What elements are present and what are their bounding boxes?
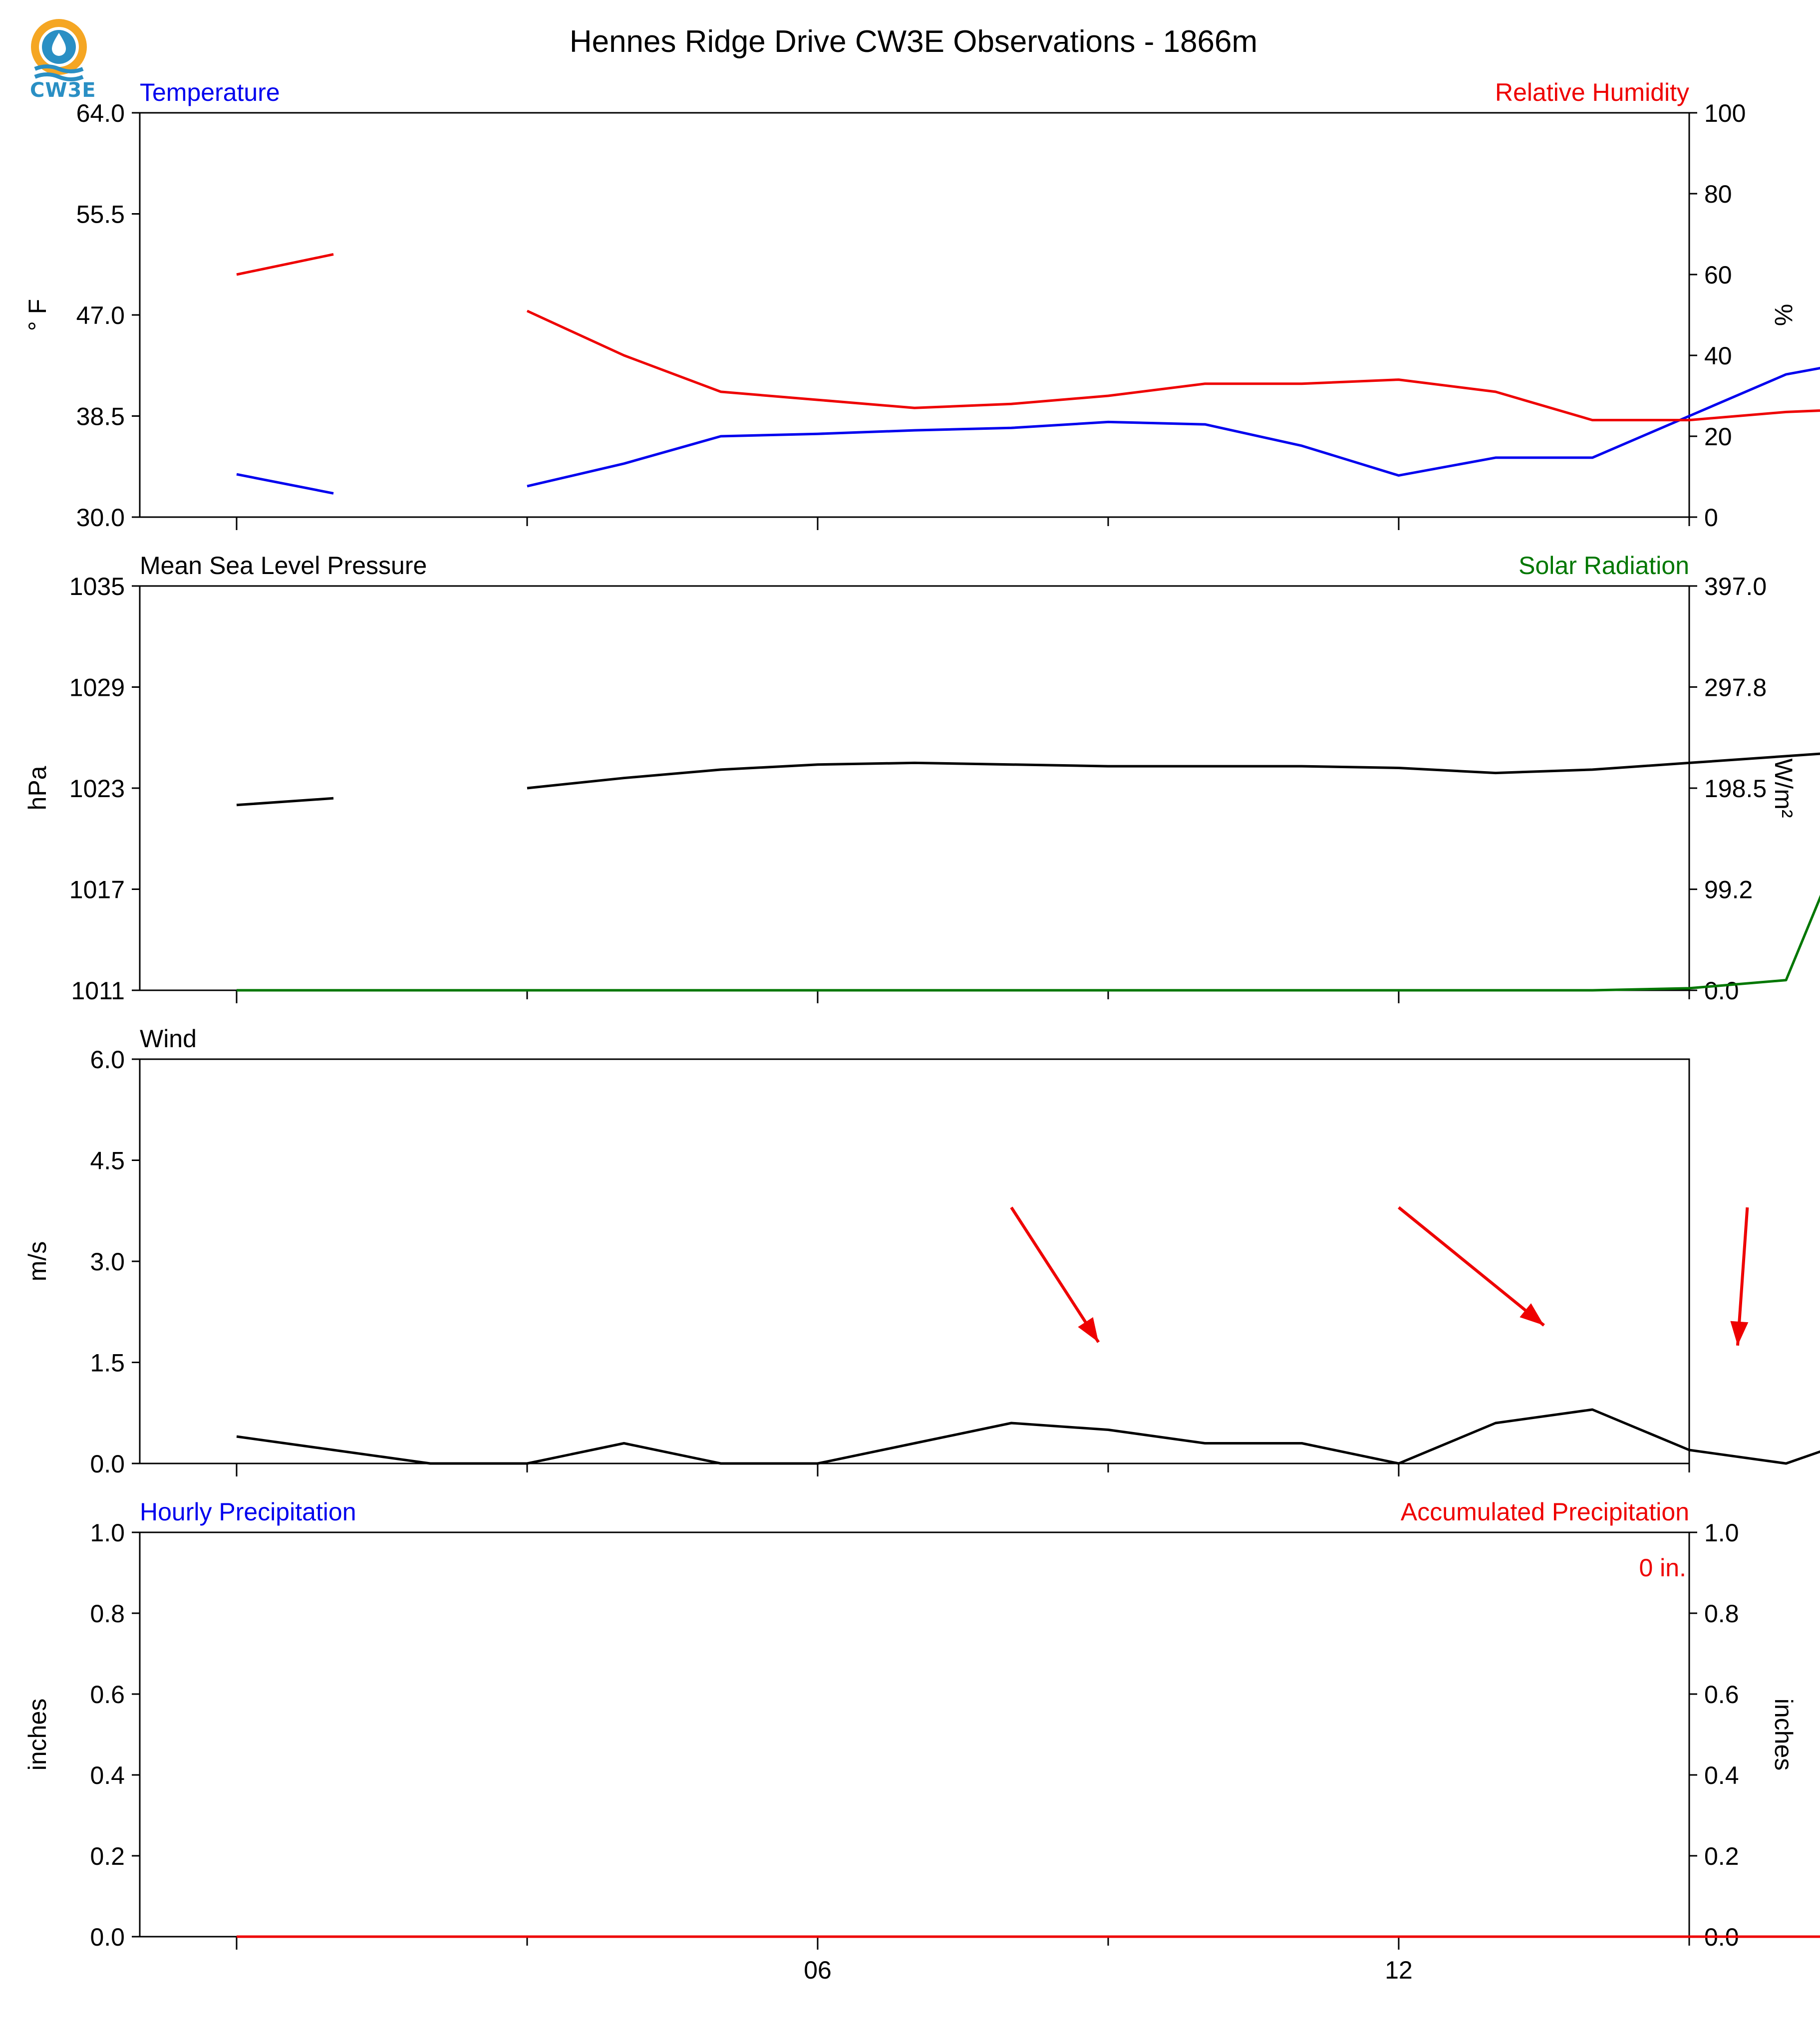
right-tick-label: 0.0 bbox=[1704, 977, 1739, 1005]
right-tick-label: 0.6 bbox=[1704, 1681, 1739, 1709]
right-series-label: Relative Humidity bbox=[1495, 78, 1689, 106]
accumulated-total-label: 0 in. bbox=[1639, 1554, 1686, 1582]
y-axis-label-left: hPa bbox=[23, 766, 51, 810]
wind-arrow-head bbox=[1078, 1317, 1099, 1342]
y-axis-label-left: inches bbox=[23, 1699, 51, 1771]
right-tick-label: 20 bbox=[1704, 423, 1732, 451]
right-tick-label: 0.4 bbox=[1704, 1761, 1739, 1789]
right-tick-label: 40 bbox=[1704, 342, 1732, 370]
x-tick-label: 06 bbox=[804, 1956, 832, 1984]
left-tick-label: 1011 bbox=[71, 977, 125, 1005]
x-tick-label: 12 bbox=[1385, 1956, 1413, 1984]
precipitation-frame bbox=[139, 1531, 1690, 1938]
wind-arrow-shaft bbox=[1398, 1206, 1545, 1327]
right-series-label: Accumulated Precipitation bbox=[1401, 1498, 1689, 1526]
right-tick-label: 397.0 bbox=[1704, 573, 1767, 600]
left-tick-label: 64.0 bbox=[76, 99, 125, 127]
left-tick-label: 0.8 bbox=[90, 1600, 125, 1628]
left-tick-label: 0.2 bbox=[90, 1842, 125, 1870]
left-tick-label: 0.0 bbox=[90, 1923, 125, 1951]
pressure-solar-series-1 bbox=[237, 894, 1820, 992]
right-tick-label: 198.5 bbox=[1704, 775, 1767, 803]
right-series-label: Solar Radiation bbox=[1518, 552, 1689, 579]
wind-speed-line bbox=[236, 1408, 1820, 1465]
y-axis-label-left: m/s bbox=[23, 1241, 51, 1282]
left-tick-label: 30.0 bbox=[76, 504, 125, 532]
panels: Temperature Relative Humidity 30.0 38.5 47.0… bbox=[23, 78, 1820, 1984]
right-tick-label: 0.2 bbox=[1704, 1842, 1739, 1870]
right-tick-label: 99.2 bbox=[1704, 876, 1753, 904]
left-tick-label: 0.6 bbox=[90, 1681, 125, 1709]
left-tick-label: 1.0 bbox=[90, 1519, 125, 1547]
right-tick-label: 60 bbox=[1704, 261, 1732, 289]
left-tick-label: 1.5 bbox=[90, 1349, 125, 1377]
wind-arrow-head bbox=[1730, 1321, 1749, 1346]
figure-title: Hennes Ridge Drive CW3E Observations - 1… bbox=[570, 24, 1257, 59]
temperature-humidity-frame bbox=[139, 112, 1690, 518]
left-tick-label: 38.5 bbox=[76, 403, 125, 431]
pressure-solar-frame bbox=[139, 585, 1690, 991]
left-tick-label: 47.0 bbox=[76, 301, 125, 329]
logo-text: CW3E bbox=[30, 79, 96, 102]
left-series-label: Temperature bbox=[140, 78, 280, 106]
left-tick-label: 6.0 bbox=[90, 1046, 125, 1074]
wind-arrows bbox=[1010, 1206, 1749, 1346]
left-series-label: Mean Sea Level Pressure bbox=[140, 552, 427, 579]
left-tick-label: 0.4 bbox=[90, 1761, 125, 1789]
left-tick-label: 0.0 bbox=[90, 1450, 125, 1478]
right-tick-label: 297.8 bbox=[1704, 673, 1767, 701]
left-tick-label: 1029 bbox=[69, 674, 125, 702]
left-tick-label: 55.5 bbox=[76, 201, 125, 229]
right-tick-label: 100 bbox=[1704, 99, 1746, 127]
wind-arrow-shaft bbox=[1010, 1206, 1100, 1343]
left-tick-label: 1035 bbox=[69, 573, 125, 600]
y-axis-label-left: ° F bbox=[23, 299, 51, 331]
left-tick-label: 1023 bbox=[69, 775, 125, 803]
left-tick-label: 1017 bbox=[69, 876, 125, 904]
y-axis-label-right: % bbox=[1770, 304, 1798, 326]
wind-arrow-head bbox=[1519, 1303, 1544, 1326]
y-axis-label-right: W/m² bbox=[1770, 758, 1798, 818]
left-series-label: Wind bbox=[140, 1025, 197, 1053]
temperature-humidity-series-1 bbox=[236, 253, 1820, 422]
left-series-label: Hourly Precipitation bbox=[140, 1498, 356, 1526]
pressure-solar-series-0 bbox=[236, 752, 1820, 807]
right-tick-label: 0 bbox=[1704, 504, 1718, 532]
right-tick-label: 1.0 bbox=[1704, 1519, 1739, 1547]
right-tick-label: 0.8 bbox=[1704, 1600, 1739, 1628]
y-axis-label-right: inches bbox=[1770, 1699, 1798, 1771]
right-tick-label: 80 bbox=[1704, 180, 1732, 208]
temperature-humidity-series-0 bbox=[236, 367, 1820, 495]
left-tick-label: 4.5 bbox=[90, 1147, 125, 1175]
cw3e-logo bbox=[25, 15, 105, 105]
wind-frame bbox=[139, 1058, 1690, 1464]
left-tick-label: 3.0 bbox=[90, 1248, 125, 1276]
